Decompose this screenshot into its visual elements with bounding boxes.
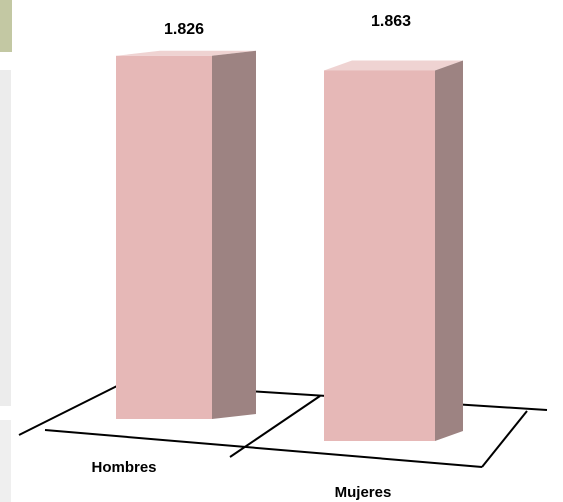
category-label-hombres: Hombres	[91, 459, 156, 476]
bar-hombres-side	[212, 50, 256, 420]
left-panel-strip-bottom	[0, 420, 11, 502]
floor-front-edge	[44, 429, 483, 468]
left-panel-strip-top	[0, 0, 12, 52]
category-labels-group: Hombres Mujeres	[91, 459, 391, 501]
category-label-mujeres: Mujeres	[335, 484, 392, 501]
value-label-hombres: 1.826	[164, 21, 204, 38]
floor-right-edge	[481, 410, 528, 468]
left-panel-strip-middle	[0, 70, 11, 406]
value-label-mujeres: 1.863	[371, 13, 411, 30]
bar-hombres	[116, 55, 212, 420]
floor-divider	[229, 395, 321, 458]
value-labels-group: 1.826 1.863	[164, 13, 411, 38]
floor-left-edge	[18, 382, 124, 436]
bar-hombres-top	[116, 50, 256, 56]
bar-mujeres	[324, 70, 435, 441]
bars-group	[116, 50, 463, 441]
floor-grid	[18, 382, 548, 468]
bar-mujeres-side	[435, 60, 463, 441]
bar-mujeres-top	[324, 60, 463, 71]
